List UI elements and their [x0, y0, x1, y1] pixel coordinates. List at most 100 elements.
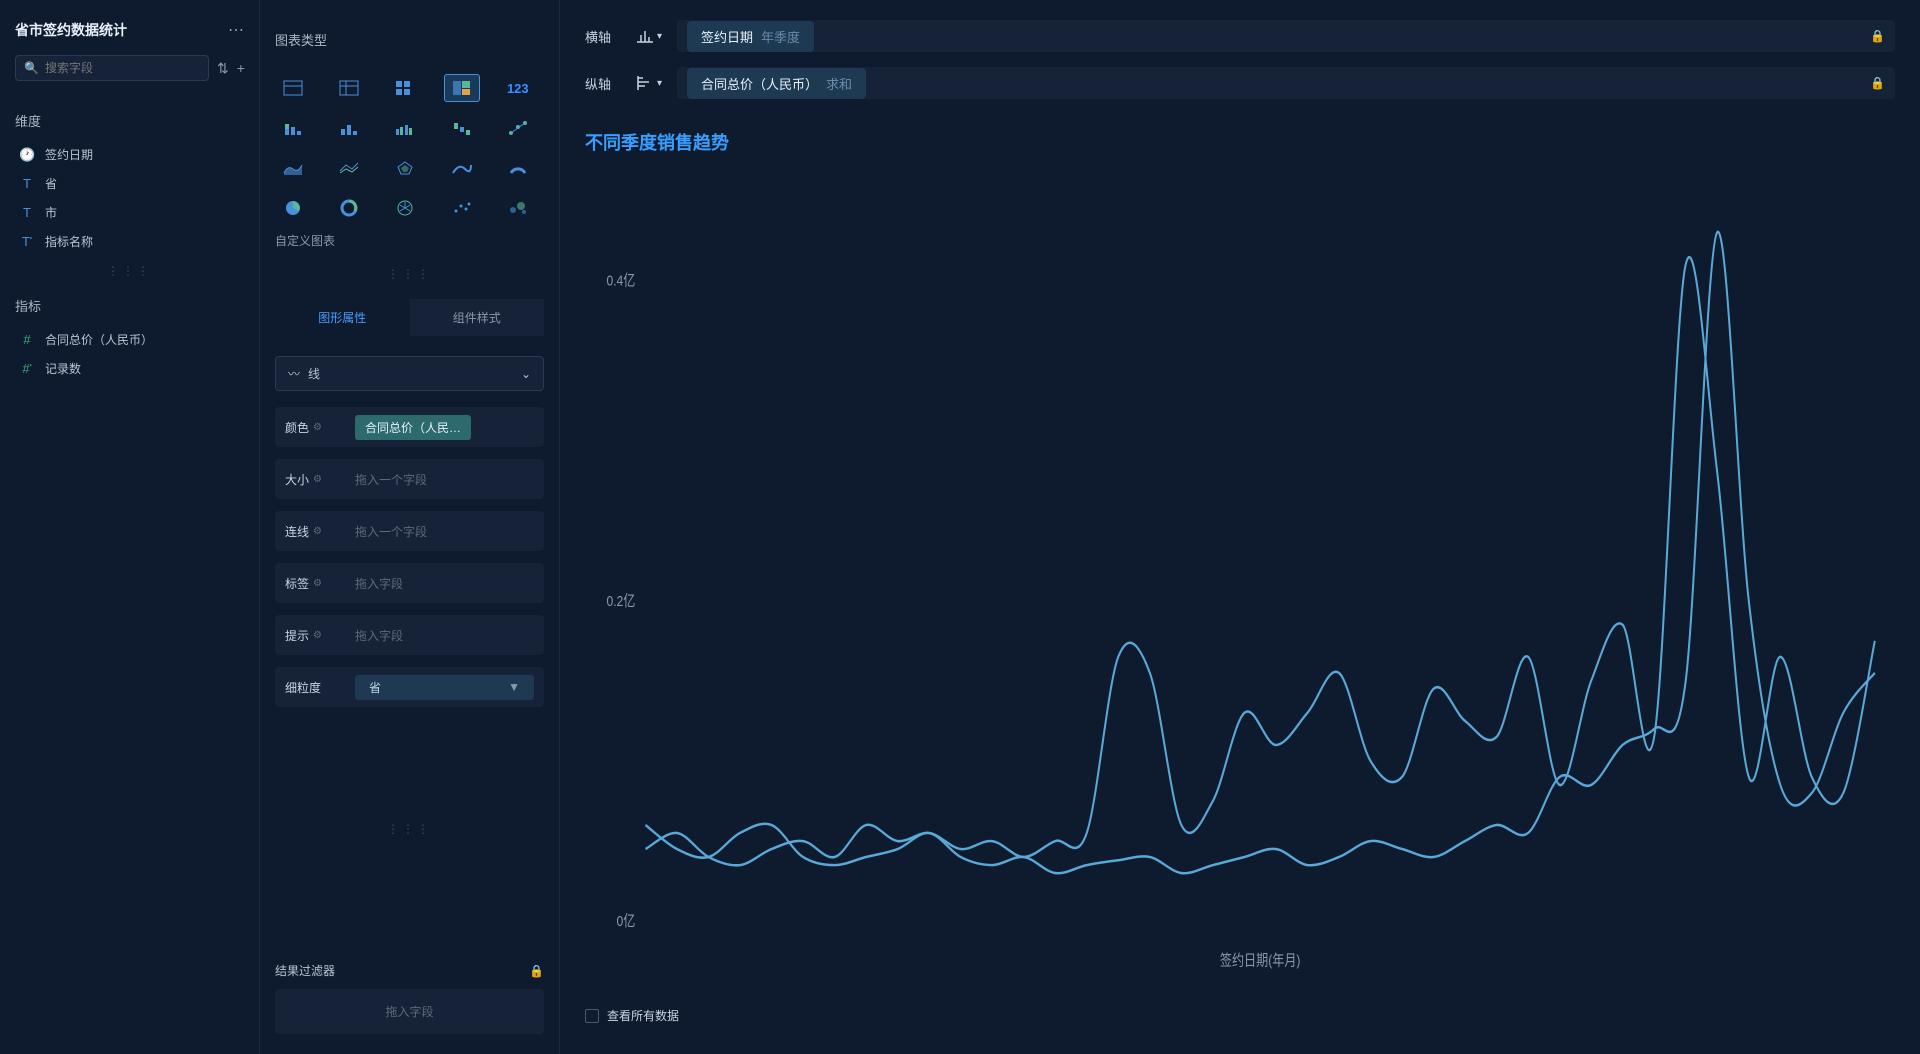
- view-all-label: 查看所有数据: [607, 1007, 679, 1024]
- x-axis-icon[interactable]: ▾: [635, 27, 662, 45]
- text-icon: T: [19, 176, 35, 191]
- hash-icon: #: [19, 332, 35, 347]
- sidebar-more-icon[interactable]: ⋯: [228, 20, 244, 40]
- custom-chart-label: 自定义图表: [275, 232, 544, 249]
- attr-color[interactable]: 颜色⚙ 合同总价（人民…: [275, 407, 544, 447]
- chart-title: 不同季度销售趋势: [585, 129, 1895, 155]
- dimension-city[interactable]: T 市: [15, 198, 244, 227]
- search-input[interactable]: [45, 61, 200, 75]
- color-field-pill[interactable]: 合同总价（人民…: [355, 415, 471, 440]
- attr-tooltip[interactable]: 提示⚙ 拖入字段: [275, 615, 544, 655]
- config-panel: 图表类型 123 自定义图表 ⋮⋮⋮ 图形属性: [260, 0, 560, 1054]
- chart-type-area[interactable]: [275, 154, 311, 182]
- y-axis-label: 纵轴: [585, 74, 620, 93]
- measure-contract-total[interactable]: # 合同总价（人民币）: [15, 325, 244, 354]
- tooltip-slot[interactable]: 拖入字段: [345, 627, 544, 644]
- divider-dots[interactable]: ⋮⋮⋮: [275, 267, 544, 281]
- gear-icon[interactable]: ⚙: [313, 526, 322, 537]
- svg-text:0.2亿: 0.2亿: [606, 593, 635, 610]
- line-icon: 〰: [288, 365, 300, 382]
- chart-type-gauge[interactable]: [500, 154, 536, 182]
- connect-slot[interactable]: 拖入一个字段: [345, 523, 544, 540]
- lock-icon[interactable]: 🔒: [1870, 29, 1885, 43]
- attr-granularity[interactable]: 细粒度 省 ▼: [275, 667, 544, 707]
- dimension-section-label: 维度: [15, 111, 244, 130]
- x-axis-chip[interactable]: 签约日期 年季度: [687, 21, 814, 52]
- field-label: 指标名称: [45, 233, 93, 250]
- field-label: 记录数: [45, 360, 81, 377]
- gear-icon[interactable]: ⚙: [313, 474, 322, 485]
- attr-tag[interactable]: 标签⚙ 拖入字段: [275, 563, 544, 603]
- text-dot-icon: T•: [19, 234, 35, 249]
- dataset-title: 省市签约数据统计: [15, 20, 127, 40]
- shape-dropdown[interactable]: 〰 线 ⌄: [275, 356, 544, 391]
- y-axis-chip[interactable]: 合同总价（人民币） 求和: [687, 68, 866, 99]
- chart-type-radar[interactable]: [387, 154, 423, 182]
- text-icon: T: [19, 205, 35, 220]
- chart-type-grid: 123: [275, 74, 544, 222]
- fields-sidebar: 省市签约数据统计 ⋯ 🔍 ⇅ + 维度 🕐 签约日期 T 省 T 市 T• 指标…: [0, 0, 260, 1054]
- measure-record-count[interactable]: #• 记录数: [15, 354, 244, 383]
- lock-icon[interactable]: 🔒: [529, 964, 544, 978]
- sort-icon[interactable]: ⇅: [217, 60, 229, 77]
- field-label: 省: [45, 175, 57, 192]
- gear-icon[interactable]: ⚙: [313, 578, 322, 589]
- dimension-province[interactable]: T 省: [15, 169, 244, 198]
- attr-size[interactable]: 大小⚙ 拖入一个字段: [275, 459, 544, 499]
- chart-type-donut[interactable]: [331, 194, 367, 222]
- hash-dot-icon: #•: [19, 361, 35, 376]
- x-axis-drop-zone[interactable]: 签约日期 年季度 🔒: [677, 20, 1895, 52]
- clock-icon: 🕐: [19, 147, 35, 163]
- filter-label: 结果过滤器: [275, 962, 335, 979]
- chart-type-grid[interactable]: [387, 74, 423, 102]
- chart-type-scatter[interactable]: [444, 194, 480, 222]
- x-axis-label: 横轴: [585, 27, 620, 46]
- chart-type-bubble[interactable]: [500, 194, 536, 222]
- chart-type-bar-multi[interactable]: [387, 114, 423, 142]
- tag-slot[interactable]: 拖入字段: [345, 575, 544, 592]
- field-label: 签约日期: [45, 146, 93, 163]
- filter-drop-zone[interactable]: 拖入字段: [275, 989, 544, 1034]
- chart-type-waterfall[interactable]: [444, 114, 480, 142]
- y-axis-drop-zone[interactable]: 合同总价（人民币） 求和 🔒: [677, 67, 1895, 99]
- chart-type-bar-stacked[interactable]: [275, 114, 311, 142]
- view-all-checkbox[interactable]: [585, 1009, 599, 1023]
- dimension-sign-date[interactable]: 🕐 签约日期: [15, 140, 244, 169]
- chart-type-partition[interactable]: [444, 74, 480, 102]
- svg-text:0.4亿: 0.4亿: [606, 272, 635, 289]
- y-axis-icon[interactable]: ▾: [635, 74, 662, 92]
- granularity-field-pill[interactable]: 省 ▼: [355, 675, 534, 700]
- field-label: 合同总价（人民币）: [45, 331, 153, 348]
- chart-type-multi-line[interactable]: [331, 154, 367, 182]
- filter-icon[interactable]: ▼: [508, 680, 520, 694]
- divider-dots[interactable]: ⋮⋮⋮: [15, 264, 244, 278]
- svg-text:0亿: 0亿: [617, 913, 636, 930]
- gear-icon[interactable]: ⚙: [313, 422, 322, 433]
- chart-type-label: 图表类型: [275, 30, 544, 49]
- chart-type-table2[interactable]: [331, 74, 367, 102]
- svg-text:签约日期(年月): 签约日期(年月): [1220, 951, 1301, 969]
- gear-icon[interactable]: ⚙: [313, 630, 322, 641]
- search-icon: 🔍: [24, 61, 39, 75]
- divider-dots[interactable]: ⋮⋮⋮: [275, 822, 544, 836]
- chart-plot[interactable]: 0亿 0.2亿 0.4亿签约日期(年月): [585, 175, 1895, 997]
- chart-type-kpi[interactable]: 123: [500, 74, 536, 102]
- attr-connect[interactable]: 连线⚙ 拖入一个字段: [275, 511, 544, 551]
- tab-graphic-props[interactable]: 图形属性: [275, 299, 410, 336]
- chart-type-rose[interactable]: [387, 194, 423, 222]
- chart-type-line[interactable]: [444, 154, 480, 182]
- chart-canvas: 横轴 ▾ 签约日期 年季度 🔒 纵轴 ▾ 合同总价（人民币）: [560, 0, 1920, 1054]
- field-label: 市: [45, 204, 57, 221]
- size-slot[interactable]: 拖入一个字段: [345, 471, 544, 488]
- add-field-icon[interactable]: +: [237, 60, 245, 76]
- dimension-metric-name[interactable]: T• 指标名称: [15, 227, 244, 256]
- tab-component-style[interactable]: 组件样式: [410, 299, 545, 336]
- chevron-down-icon: ⌄: [521, 367, 531, 381]
- search-field-box[interactable]: 🔍: [15, 55, 209, 81]
- shape-label: 线: [308, 365, 320, 382]
- chart-type-bar[interactable]: [331, 114, 367, 142]
- chart-type-table1[interactable]: [275, 74, 311, 102]
- chart-type-pie[interactable]: [275, 194, 311, 222]
- chart-type-scatter-line[interactable]: [500, 114, 536, 142]
- lock-icon[interactable]: 🔒: [1870, 76, 1885, 90]
